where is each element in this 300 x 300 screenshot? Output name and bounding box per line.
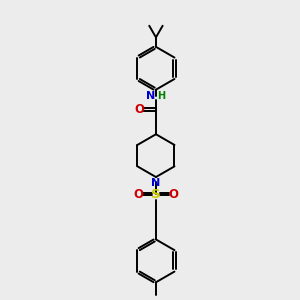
Text: H: H: [157, 91, 165, 101]
Text: S: S: [151, 188, 161, 201]
Text: N: N: [146, 91, 155, 101]
Text: N: N: [151, 178, 160, 188]
Text: O: O: [168, 188, 178, 201]
Text: O: O: [134, 103, 144, 116]
Text: O: O: [134, 188, 144, 201]
